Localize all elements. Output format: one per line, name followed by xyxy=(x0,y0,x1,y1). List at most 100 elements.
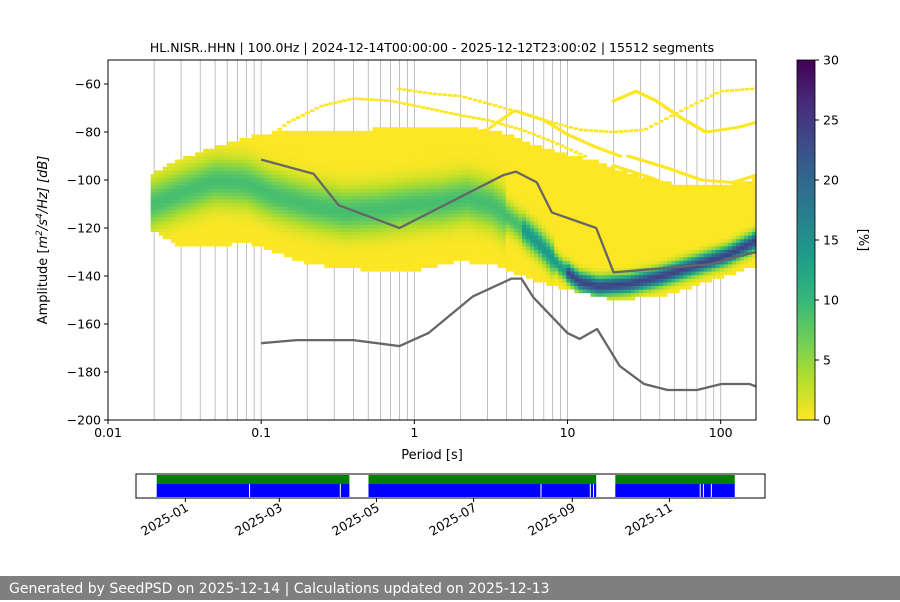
density-cell xyxy=(587,242,591,246)
density-cell xyxy=(215,196,219,200)
density-cell xyxy=(308,221,312,225)
density-cell xyxy=(300,250,304,254)
density-cell xyxy=(461,163,465,167)
density-cell xyxy=(494,250,498,254)
density-cell xyxy=(292,192,296,196)
density-cell xyxy=(534,163,538,167)
density-cell xyxy=(328,138,332,142)
density-cell xyxy=(280,214,284,218)
density-cell xyxy=(292,156,296,160)
density-cell xyxy=(687,217,691,221)
density-cell xyxy=(348,232,352,236)
density-cell xyxy=(461,167,465,171)
density-cell xyxy=(534,217,538,221)
density-cell xyxy=(203,217,207,221)
density-cell xyxy=(498,217,502,221)
density-cell xyxy=(429,203,433,207)
density-cell xyxy=(441,192,445,196)
density-cell xyxy=(578,271,582,275)
density-cell xyxy=(437,253,441,257)
density-cell xyxy=(175,167,179,171)
density-cell xyxy=(465,178,469,182)
density-cell xyxy=(248,239,252,243)
density-cell xyxy=(486,170,490,174)
density-cell xyxy=(671,250,675,254)
density-cell xyxy=(183,185,187,189)
density-cell xyxy=(187,192,191,196)
density-cell xyxy=(570,210,574,214)
density-cell xyxy=(252,235,256,239)
density-cell xyxy=(546,196,550,200)
density-cell xyxy=(348,188,352,192)
density-cell xyxy=(320,250,324,254)
density-cell xyxy=(663,210,667,214)
density-cell xyxy=(691,250,695,254)
density-cell xyxy=(675,235,679,239)
density-cell xyxy=(340,185,344,189)
density-cell xyxy=(429,178,433,182)
density-cell xyxy=(276,196,280,200)
density-cell xyxy=(482,242,486,246)
density-cell xyxy=(716,228,720,232)
density-cell xyxy=(736,235,740,239)
density-cell xyxy=(344,178,348,182)
density-cell xyxy=(163,232,167,236)
density-cell xyxy=(461,232,465,236)
density-cell xyxy=(308,174,312,178)
density-cell xyxy=(352,185,356,189)
density-cell xyxy=(175,188,179,192)
density-cell xyxy=(171,178,175,182)
density-cell xyxy=(671,289,675,293)
density-cell xyxy=(558,181,562,185)
density-cell xyxy=(635,275,639,279)
density-cell xyxy=(417,160,421,164)
density-cell xyxy=(631,192,635,196)
density-cell xyxy=(300,149,304,153)
density-cell xyxy=(397,253,401,257)
density-cell xyxy=(526,257,530,261)
density-cell xyxy=(700,224,704,228)
density-cell xyxy=(183,235,187,239)
density-cell xyxy=(700,271,704,275)
density-cell xyxy=(413,246,417,250)
density-cell xyxy=(655,196,659,200)
density-cell xyxy=(647,271,651,275)
density-cell xyxy=(171,196,175,200)
density-cell xyxy=(365,142,369,146)
density-cell xyxy=(744,260,748,264)
density-cell xyxy=(276,235,280,239)
density-cell xyxy=(631,203,635,207)
density-cell xyxy=(478,214,482,218)
density-cell xyxy=(700,210,704,214)
density-cell xyxy=(655,217,659,221)
density-cell xyxy=(397,167,401,171)
density-cell xyxy=(308,192,312,196)
density-cell xyxy=(231,228,235,232)
density-cell xyxy=(522,239,526,243)
density-cell xyxy=(558,253,562,257)
density-cell xyxy=(667,206,671,210)
density-cell xyxy=(195,163,199,167)
density-cell xyxy=(490,142,494,146)
density-cell xyxy=(417,250,421,254)
density-cell xyxy=(615,181,619,185)
density-cell xyxy=(389,160,393,164)
density-cell xyxy=(272,185,276,189)
density-cell xyxy=(187,206,191,210)
density-cell xyxy=(574,232,578,236)
density-cell xyxy=(474,145,478,149)
density-cell xyxy=(296,178,300,182)
density-cell xyxy=(163,192,167,196)
density-cell xyxy=(437,250,441,254)
density-cell xyxy=(401,174,405,178)
density-cell xyxy=(357,170,361,174)
density-cell xyxy=(659,214,663,218)
density-cell xyxy=(538,174,542,178)
density-cell xyxy=(389,199,393,203)
density-cell xyxy=(683,224,687,228)
density-cell xyxy=(381,228,385,232)
density-cell xyxy=(381,232,385,236)
density-cell xyxy=(155,199,159,203)
density-cell xyxy=(720,188,724,192)
density-cell xyxy=(708,210,712,214)
